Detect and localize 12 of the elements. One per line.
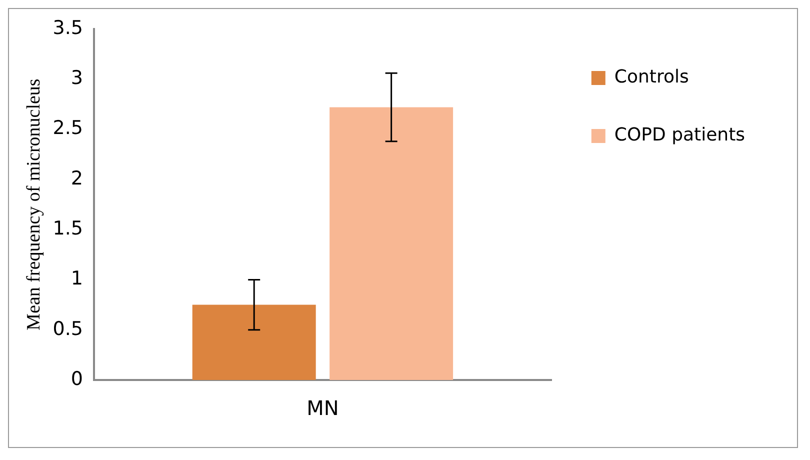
y-tick-label: 1: [70, 268, 84, 290]
y-tick-label: 2.5: [52, 117, 84, 140]
y-tick-label: 0.5: [52, 318, 84, 340]
x-tick-label: MN: [306, 396, 339, 420]
legend-label: Controls: [614, 66, 689, 88]
y-tick-label: 3.5: [52, 16, 84, 39]
y-tick-label: 1.5: [52, 218, 84, 240]
y-tick-label: 3: [70, 67, 84, 90]
legend-label: COPD patients: [614, 124, 746, 146]
y-tick-label: 2: [70, 167, 84, 190]
y-tick-label: 0: [70, 368, 84, 390]
y-axis-title: Mean frequency of micronucleus: [23, 78, 44, 330]
